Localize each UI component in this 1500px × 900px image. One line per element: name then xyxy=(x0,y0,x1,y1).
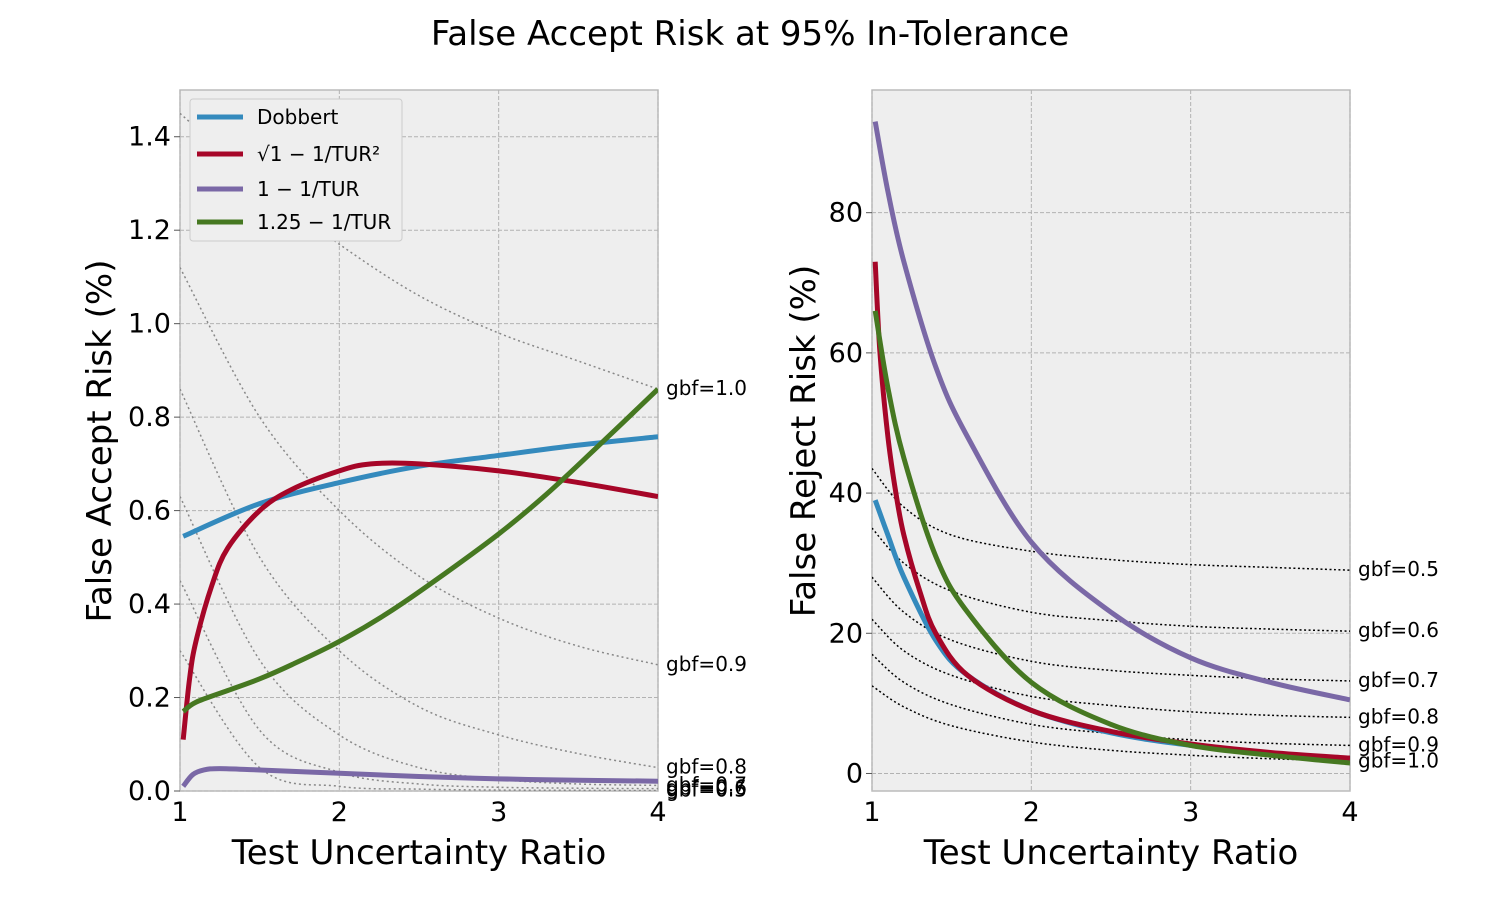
legend-entry-one-twenty-five-minus: 1.25 − 1/TUR xyxy=(197,210,391,234)
gbf-label-gbf-0-5: gbf=0.5 xyxy=(1358,557,1439,581)
gbf-label-gbf-0-6: gbf=0.6 xyxy=(666,776,747,800)
x-tick-labels: 1 2 3 4 xyxy=(863,797,1358,828)
y-tick-labels: 0 20 40 60 80 xyxy=(829,198,863,790)
x-tick-labels: 1 2 3 4 xyxy=(171,797,666,828)
y-tick-label: 80 xyxy=(829,198,863,229)
grid xyxy=(866,90,1351,791)
y-tick-label: 60 xyxy=(829,338,863,369)
y-tick-label: 0.8 xyxy=(128,402,171,433)
x-tick-label: 1 xyxy=(863,797,880,828)
y-tick-label: 1.4 xyxy=(128,122,171,153)
x-tick-label: 2 xyxy=(1023,797,1040,828)
gbf-label-gbf-0-6: gbf=0.6 xyxy=(1358,618,1439,642)
gbf-curve-gbf-0-8 xyxy=(180,388,658,769)
x-tick-label: 4 xyxy=(1341,797,1358,828)
y-tick-label: 0 xyxy=(846,758,863,789)
gbf-label-gbf-0-8: gbf=0.8 xyxy=(666,755,747,779)
series-line-1-1-tur xyxy=(181,766,658,788)
gbf-labels: gbf=1.0 gbf=0.9 gbf=0.8gbf=0.7gbf=0.6gbf=0… xyxy=(666,376,747,801)
gbf-curve-gbf-0-8 xyxy=(872,618,1350,719)
y-tick-labels: 0.0 0.2 0.4 0.6 0.8 1.0 1.2 1.4 xyxy=(128,122,171,807)
gbf-label-gbf-0-7: gbf=0.7 xyxy=(666,772,747,796)
gbf-label-gbf-0-8: gbf=0.8 xyxy=(1358,704,1439,728)
series-line-1-1-tur xyxy=(872,121,1350,703)
x-tick-label: 1 xyxy=(171,797,188,828)
gbf-curve-gbf-0-5 xyxy=(180,650,658,791)
gbf-label-gbf-0-9: gbf=0.9 xyxy=(666,652,747,676)
legend-box xyxy=(189,98,403,242)
x-tick-label: 2 xyxy=(331,797,348,828)
gbf-label-gbf-0-7: gbf=0.7 xyxy=(1358,668,1439,692)
x-tick-label: 3 xyxy=(490,797,507,828)
x-axis-label: Test Uncertainty Ratio xyxy=(231,833,607,873)
legend-entry-dobbert: Dobbert xyxy=(197,105,339,129)
y-tick-label: 0.0 xyxy=(128,776,171,807)
y-axis-label: False Accept Risk (%) xyxy=(80,260,120,623)
y-tick-label: 20 xyxy=(829,618,863,649)
series-line-1-25-1-tur xyxy=(872,310,1350,766)
gbf-label-gbf-1-0: gbf=1.0 xyxy=(1358,748,1439,772)
legend-label-sqrt: √1 − 1/TUR² xyxy=(257,142,380,166)
legend-label-one-minus: 1 − 1/TUR xyxy=(257,177,360,201)
x-tick-label: 3 xyxy=(1182,797,1199,828)
gbf-label-gbf-0-5: gbf=0.5 xyxy=(666,778,747,802)
gbf-curve-gbf-0-9 xyxy=(872,653,1350,747)
y-axis-label: False Reject Risk (%) xyxy=(784,265,824,617)
y-tick-label: 0.6 xyxy=(128,496,171,527)
series-line-1-1-tur xyxy=(180,460,658,740)
y-tick-label: 1.2 xyxy=(128,215,171,246)
gbf-curve-gbf-0-6 xyxy=(872,527,1350,632)
legend: Dobbert √1 − 1/TUR² 1 − 1/TUR 1.25 − 1/T… xyxy=(189,98,403,242)
y-tick-label: 1.0 xyxy=(128,309,171,340)
gbf-curve-gbf-0-7 xyxy=(180,496,658,787)
gbf-curve-gbf-0-6 xyxy=(180,580,658,790)
x-tick-label: 4 xyxy=(649,797,666,828)
figure-title: False Accept Risk at 95% In-Tolerance xyxy=(431,14,1069,54)
series-lines xyxy=(180,387,658,788)
gbf-label-gbf-1-0: gbf=1.0 xyxy=(666,376,747,400)
legend-label-one-twenty-five-minus: 1.25 − 1/TUR xyxy=(257,210,391,234)
legend-entry-sqrt: √1 − 1/TUR² xyxy=(197,142,380,166)
series-line-dobbert xyxy=(182,434,658,539)
x-axis-label: Test Uncertainty Ratio xyxy=(923,833,1299,873)
gbf-label-gbf-0-9: gbf=0.9 xyxy=(1358,732,1439,756)
series-line-1-25-1-tur xyxy=(181,387,658,714)
legend-label-dobbert: Dobbert xyxy=(257,105,339,129)
legend-entry-one-minus: 1 − 1/TUR xyxy=(197,177,360,201)
y-tick-label: 40 xyxy=(829,478,863,509)
gbf-labels: gbf=0.5 gbf=0.6 gbf=0.7 gbf=0.8 gbf=0.9gbf=1… xyxy=(1358,557,1439,772)
y-tick-label: 0.2 xyxy=(128,683,171,714)
plot-area xyxy=(871,89,1351,792)
series-lines xyxy=(872,121,1350,766)
y-tick-label: 0.4 xyxy=(128,589,171,620)
